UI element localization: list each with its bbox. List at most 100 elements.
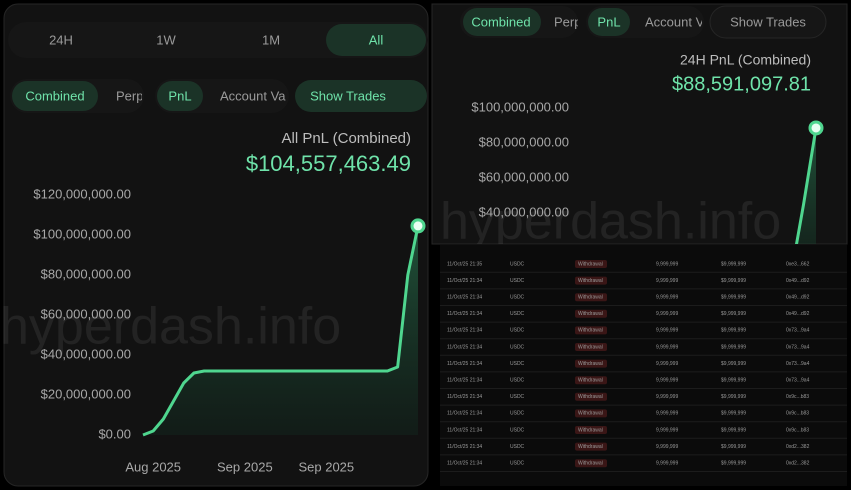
table-cell: Withdrawal bbox=[578, 328, 603, 334]
table-cell: Withdrawal bbox=[578, 344, 603, 350]
table-cell: $9,999,999 bbox=[721, 344, 746, 350]
table-cell: 0x73...9a4 bbox=[786, 328, 810, 334]
type-badge bbox=[575, 309, 607, 318]
table-cell: 0x73...9a4 bbox=[786, 378, 810, 384]
table-cell: Withdrawal bbox=[578, 394, 603, 400]
table-cell: 9,999,999 bbox=[656, 461, 678, 467]
chart: $0.00 $20,000,000.00 $40,000,000.00 $60,000… bbox=[33, 186, 426, 474]
chart-total: $104,557,463.49 bbox=[246, 151, 411, 176]
toggle[interactable]: PnL bbox=[597, 14, 620, 29]
toggle[interactable]: Account Va bbox=[645, 14, 711, 29]
toggle[interactable]: Account Va bbox=[220, 88, 286, 103]
y-tick-label: $80,000,000.00 bbox=[479, 134, 569, 149]
table-cell: $9,999,999 bbox=[721, 278, 746, 284]
right-panel bbox=[431, 3, 848, 245]
toggle[interactable]: PnL bbox=[168, 88, 191, 103]
table-cell: 11/Oct/25 21:34 bbox=[447, 378, 482, 384]
table-cell: 9,999,999 bbox=[656, 344, 678, 350]
table-cell: $9,999,999 bbox=[721, 328, 746, 334]
table-cell: 11/Oct/25 21:34 bbox=[447, 394, 482, 400]
table-cell: 11/Oct/25 21:34 bbox=[447, 461, 482, 467]
table-cell: 11/Oct/25 21:34 bbox=[447, 278, 482, 284]
table-cell: USDC bbox=[510, 261, 525, 267]
table-cell: 11/Oct/25 21:34 bbox=[447, 295, 482, 301]
table-cell: 0x73...9a4 bbox=[786, 361, 810, 367]
table-cell: 9,999,999 bbox=[656, 311, 678, 317]
x-tick-label: Aug 2025 bbox=[125, 459, 181, 474]
y-tick-label: $0.00 bbox=[98, 426, 131, 441]
table-cell: 9,999,999 bbox=[656, 394, 678, 400]
time-tab[interactable]: 24H bbox=[49, 32, 73, 47]
table-cell: Withdrawal bbox=[578, 444, 603, 450]
table-cell: 9,999,999 bbox=[656, 411, 678, 417]
table-cell: 9,999,999 bbox=[656, 378, 678, 384]
left-panel bbox=[3, 3, 429, 487]
toggle-selected bbox=[463, 8, 541, 36]
table-cell: Withdrawal bbox=[578, 261, 603, 267]
type-badge bbox=[575, 376, 607, 385]
chart-title: All PnL (Combined) bbox=[282, 130, 412, 147]
table-cell: 0x73...9a4 bbox=[786, 344, 810, 350]
table-cell: 9,999,999 bbox=[656, 427, 678, 433]
table-cell: 0x9c...b83 bbox=[786, 394, 809, 400]
toggle-selected bbox=[157, 81, 203, 111]
table-cell: $9,999,999 bbox=[721, 361, 746, 367]
table-cell: USDC bbox=[510, 278, 525, 284]
y-tick-label: $40,000,000.00 bbox=[479, 204, 569, 219]
table-cell: 11/Oct/25 21:34 bbox=[447, 311, 482, 317]
table-cell: USDC bbox=[510, 444, 525, 450]
table-cell: Withdrawal bbox=[578, 378, 603, 384]
table-cell: USDC bbox=[510, 378, 525, 384]
type-badge bbox=[575, 260, 607, 268]
table-cell: Withdrawal bbox=[578, 278, 603, 284]
toggle[interactable]: Combined bbox=[25, 88, 84, 103]
table-cell: Withdrawal bbox=[578, 427, 603, 433]
type-badge bbox=[575, 459, 607, 468]
toggle[interactable]: Combined bbox=[471, 14, 530, 29]
time-tab[interactable]: 1M bbox=[262, 32, 280, 47]
table-cell: USDC bbox=[510, 461, 525, 467]
table-cell: USDC bbox=[510, 328, 525, 334]
type-badge bbox=[575, 426, 607, 434]
table-cell: $9,999,999 bbox=[721, 378, 746, 384]
table: 11/Oct/25 21:35 USDC Withdrawal 9,999,999 $9… bbox=[440, 260, 847, 472]
toggle[interactable]: Perp bbox=[554, 14, 581, 29]
y-tick-label: $60,000,000.00 bbox=[41, 306, 131, 321]
time-tab-bar bbox=[8, 22, 428, 58]
table-cell: 11/Oct/25 21:34 bbox=[447, 328, 482, 334]
toggle[interactable]: Show Trades bbox=[730, 14, 806, 29]
table-cell: 0xd2...382 bbox=[786, 444, 810, 450]
table-cell: 0xe3...662 bbox=[786, 261, 810, 267]
type-badge bbox=[575, 442, 607, 451]
y-tick-label: $40,000,000.00 bbox=[41, 346, 131, 361]
type-badge bbox=[575, 276, 607, 285]
x-tick-label: Sep 2025 bbox=[217, 459, 273, 474]
table-panel bbox=[440, 245, 847, 486]
watermark: hyperdash.info bbox=[440, 193, 781, 251]
table-cell: USDC bbox=[510, 411, 525, 417]
y-tick-label: $120,000,000.00 bbox=[33, 186, 131, 201]
line bbox=[142, 225, 420, 437]
end-marker bbox=[808, 120, 824, 136]
chart: $40,000,000.00 $60,000,000.00 $80,000,000.… bbox=[471, 99, 824, 244]
chart-title: 24H PnL (Combined) bbox=[680, 52, 811, 68]
show-trades-button[interactable] bbox=[709, 5, 827, 39]
toggle[interactable]: Perp bbox=[116, 88, 143, 103]
table-cell: $9,999,999 bbox=[721, 311, 746, 317]
table-cell: 11/Oct/25 21:34 bbox=[447, 427, 482, 433]
toggle-selected bbox=[12, 81, 98, 111]
table-cell: 11/Oct/25 21:34 bbox=[447, 344, 482, 350]
table-cell: Withdrawal bbox=[578, 295, 603, 301]
toggle[interactable]: Show Trades bbox=[310, 88, 386, 103]
table-cell: 0x49...d92 bbox=[786, 278, 810, 284]
y-tick-label: $100,000,000.00 bbox=[471, 99, 569, 114]
table-cell: 9,999,999 bbox=[656, 261, 678, 267]
table-cell: $9,999,999 bbox=[721, 411, 746, 417]
time-tab[interactable]: 1W bbox=[156, 32, 176, 47]
show-trades-button[interactable] bbox=[295, 80, 427, 112]
table-cell: 0xd2...382 bbox=[786, 461, 810, 467]
table-cell: Withdrawal bbox=[578, 311, 603, 317]
y-tick-label: $60,000,000.00 bbox=[479, 169, 569, 184]
table-cell: $9,999,999 bbox=[721, 295, 746, 301]
time-tab[interactable]: All bbox=[369, 32, 384, 47]
